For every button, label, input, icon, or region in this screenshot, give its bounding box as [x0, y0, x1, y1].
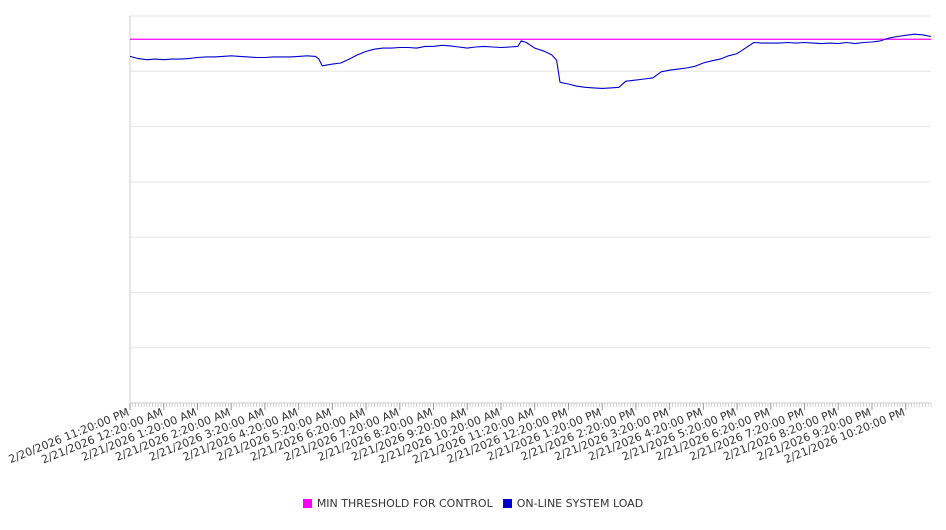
- x-tick-labels: 2/20/2026 11:20:00 PM2/21/2026 12:20:00 …: [7, 403, 907, 466]
- legend: MIN THRESHOLD FOR CONTROL ON-LINE SYSTEM…: [0, 497, 946, 510]
- axes: [129, 16, 931, 404]
- legend-swatch-threshold: [302, 499, 312, 508]
- legend-swatch-system-load: [502, 499, 512, 508]
- grid-lines: [130, 15, 931, 404]
- legend-label-system-load: ON-LINE SYSTEM LOAD: [516, 497, 644, 510]
- system-load-line: [129, 33, 932, 89]
- legend-item-system-load[interactable]: ON-LINE SYSTEM LOAD: [502, 497, 644, 510]
- legend-label-threshold: MIN THRESHOLD FOR CONTROL: [316, 497, 493, 510]
- series-lines: [129, 33, 932, 89]
- legend-item-threshold[interactable]: MIN THRESHOLD FOR CONTROL: [302, 497, 493, 510]
